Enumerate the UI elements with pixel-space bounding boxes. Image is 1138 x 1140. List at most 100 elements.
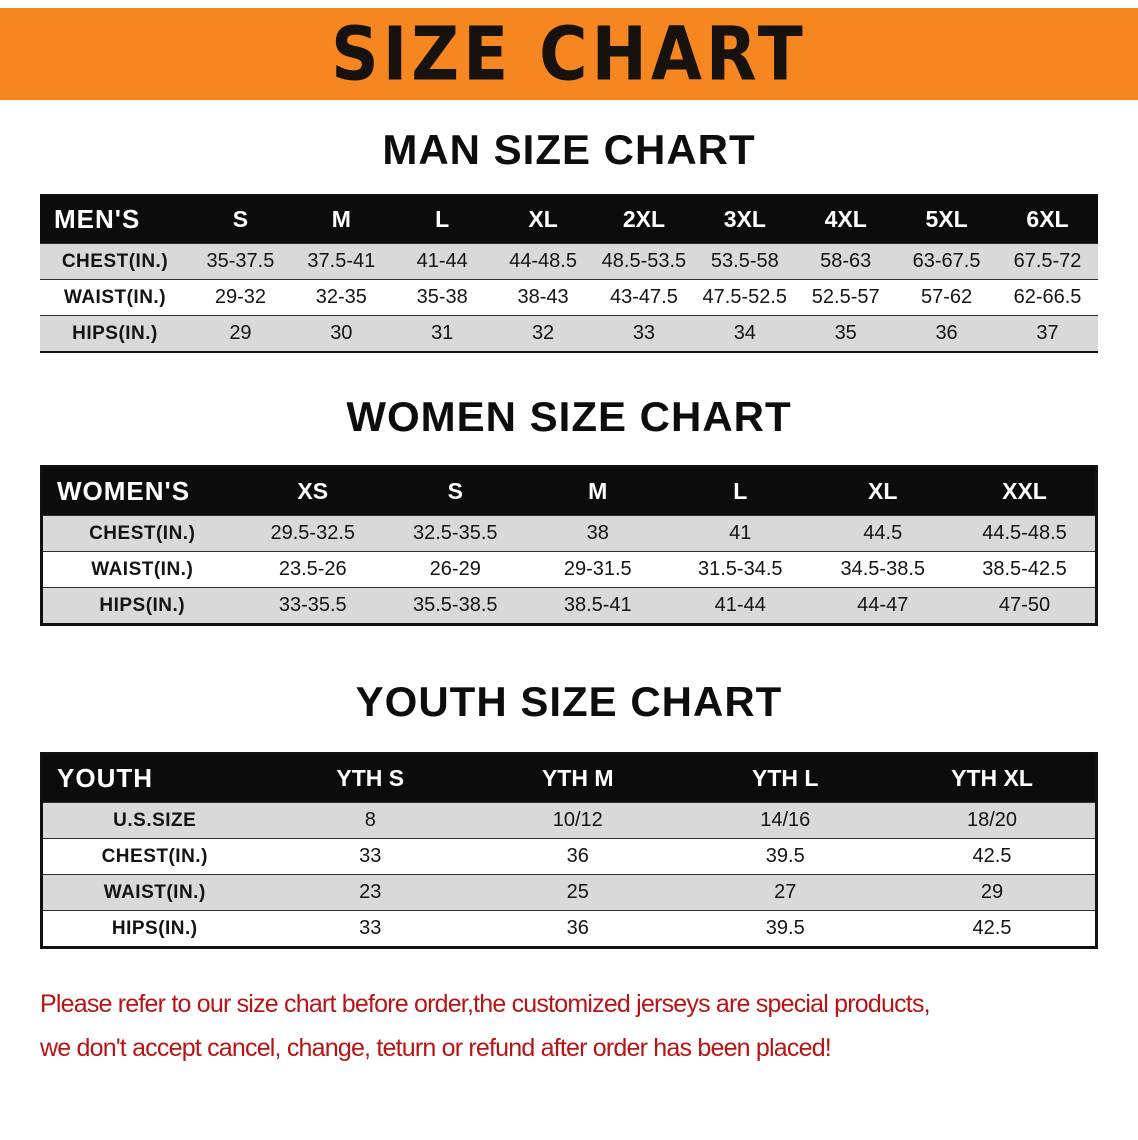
size-header-cell: XL [492, 195, 594, 244]
order-notice: Please refer to our size chart before or… [40, 983, 1098, 1071]
row-label-cell: WAIST(IN.) [41, 551, 242, 588]
size-chart-banner: SIZE CHART [0, 8, 1138, 100]
size-header-cell: M [290, 195, 392, 244]
value-cell: 39.5 [681, 910, 889, 948]
value-cell: 32 [492, 315, 594, 353]
value-cell: 31.5-34.5 [669, 551, 812, 588]
value-cell: 34 [694, 315, 796, 353]
value-cell: 36 [474, 910, 682, 948]
value-cell: 38.5-41 [526, 587, 669, 625]
table-title-cell: MEN'S [40, 195, 190, 244]
value-cell: 63-67.5 [896, 243, 997, 280]
table-title-cell: YOUTH [41, 753, 267, 803]
order-notice-line2: we don't accept cancel, change, teturn o… [40, 1033, 832, 1062]
size-header-cell: 2XL [593, 195, 695, 244]
table-title-cell: WOMEN'S [41, 466, 242, 516]
youth-size-chart-heading: YOUTH SIZE CHART [355, 678, 783, 725]
value-cell: 33 [266, 838, 474, 875]
size-header-cell: 5XL [896, 195, 997, 244]
value-cell: 57-62 [896, 279, 997, 316]
womens-size-table: WOMEN'S XS S M L XL XXL CHEST(IN.) 29.5-32.5 32.5… [40, 465, 1098, 626]
value-cell: 29-32 [190, 279, 291, 316]
row-label-cell: CHEST(IN.) [41, 515, 242, 552]
value-cell: 36 [474, 838, 682, 875]
value-cell: 25 [474, 874, 682, 911]
value-cell: 29-31.5 [526, 551, 669, 588]
table-row: CHEST(IN.) 35-37.5 37.5-41 41-44 44-48.5 48.5… [40, 243, 1098, 280]
row-label-cell: CHEST(IN.) [41, 838, 267, 875]
value-cell: 32.5-35.5 [384, 515, 527, 552]
table-row: WAIST(IN.) 29-32 32-35 35-38 38-43 43-47.5 47.… [40, 279, 1098, 316]
value-cell: 36 [896, 315, 997, 353]
value-cell: 62-66.5 [997, 279, 1098, 316]
order-notice-line1: Please refer to our size chart before or… [40, 990, 931, 1018]
women-size-chart-heading: WOMEN SIZE CHART [346, 393, 792, 440]
value-cell: 8 [266, 802, 474, 839]
value-cell: 38 [526, 515, 669, 552]
value-cell: 41 [669, 515, 812, 552]
value-cell: 33 [266, 910, 474, 948]
table-row: WAIST(IN.) 23 25 27 29 [41, 874, 1097, 911]
size-header-cell: 3XL [694, 195, 796, 244]
value-cell: 23 [266, 874, 474, 911]
size-header-cell: YTH M [474, 753, 682, 803]
value-cell: 10/12 [474, 802, 682, 839]
value-cell: 42.5 [889, 838, 1097, 875]
table-header-row: YOUTH YTH S YTH M YTH L YTH XL [41, 753, 1097, 803]
value-cell: 52.5-57 [795, 279, 897, 316]
size-header-cell: M [526, 466, 669, 516]
value-cell: 38-43 [492, 279, 594, 316]
value-cell: 48.5-53.5 [593, 243, 695, 280]
value-cell: 33-35.5 [241, 587, 384, 625]
row-label-cell: U.S.SIZE [41, 802, 267, 839]
table-header-row: MEN'S S M L XL 2XL 3XL 4XL 5XL 6XL [40, 195, 1098, 244]
value-cell: 34.5-38.5 [811, 551, 954, 588]
value-cell: 39.5 [681, 838, 889, 875]
size-header-cell: L [669, 466, 812, 516]
size-header-cell: XXL [954, 466, 1097, 516]
value-cell: 44-47 [811, 587, 954, 625]
value-cell: 29.5-32.5 [241, 515, 384, 552]
value-cell: 35.5-38.5 [384, 587, 527, 625]
value-cell: 29 [889, 874, 1097, 911]
row-label-cell: CHEST(IN.) [40, 243, 190, 280]
banner-title: SIZE CHART [331, 10, 807, 98]
value-cell: 41-44 [391, 243, 493, 280]
size-header-cell: XS [241, 466, 384, 516]
value-cell: 44.5 [811, 515, 954, 552]
value-cell: 18/20 [889, 802, 1097, 839]
table-row: CHEST(IN.) 29.5-32.5 32.5-35.5 38 41 44.5 44.5… [41, 515, 1097, 552]
value-cell: 58-63 [795, 243, 897, 280]
table-row: HIPS(IN.) 33 36 39.5 42.5 [41, 910, 1097, 948]
size-header-cell: YTH S [266, 753, 474, 803]
value-cell: 32-35 [290, 279, 392, 316]
table-row: HIPS(IN.) 33-35.5 35.5-38.5 38.5-41 41-44 44-… [41, 587, 1097, 625]
row-label-cell: WAIST(IN.) [40, 279, 190, 316]
value-cell: 31 [391, 315, 493, 353]
value-cell: 29 [190, 315, 291, 353]
value-cell: 35-37.5 [190, 243, 291, 280]
size-chart-page: SIZE CHART MAN SIZE CHART MEN'S S M L XL 2XL 3… [0, 8, 1138, 1071]
value-cell: 33 [593, 315, 695, 353]
value-cell: 14/16 [681, 802, 889, 839]
size-header-cell: L [391, 195, 493, 244]
value-cell: 47-50 [954, 587, 1097, 625]
value-cell: 43-47.5 [593, 279, 695, 316]
value-cell: 35 [795, 315, 897, 353]
row-label-cell: WAIST(IN.) [41, 874, 267, 911]
value-cell: 37 [997, 315, 1098, 353]
value-cell: 53.5-58 [694, 243, 796, 280]
value-cell: 37.5-41 [290, 243, 392, 280]
row-label-cell: HIPS(IN.) [40, 315, 190, 353]
table-header-row: WOMEN'S XS S M L XL XXL [41, 466, 1097, 516]
mens-size-table: MEN'S S M L XL 2XL 3XL 4XL 5XL 6XL CHEST(IN.) 35-37… [40, 194, 1098, 353]
table-row: CHEST(IN.) 33 36 39.5 42.5 [41, 838, 1097, 875]
value-cell: 67.5-72 [997, 243, 1098, 280]
value-cell: 27 [681, 874, 889, 911]
youth-size-table: YOUTH YTH S YTH M YTH L YTH XL U.S.SIZE 8 10/12… [40, 752, 1098, 949]
row-label-cell: HIPS(IN.) [41, 587, 242, 625]
value-cell: 44.5-48.5 [954, 515, 1097, 552]
table-row: WAIST(IN.) 23.5-26 26-29 29-31.5 31.5-34.5 34… [41, 551, 1097, 588]
value-cell: 26-29 [384, 551, 527, 588]
size-header-cell: 4XL [795, 195, 897, 244]
